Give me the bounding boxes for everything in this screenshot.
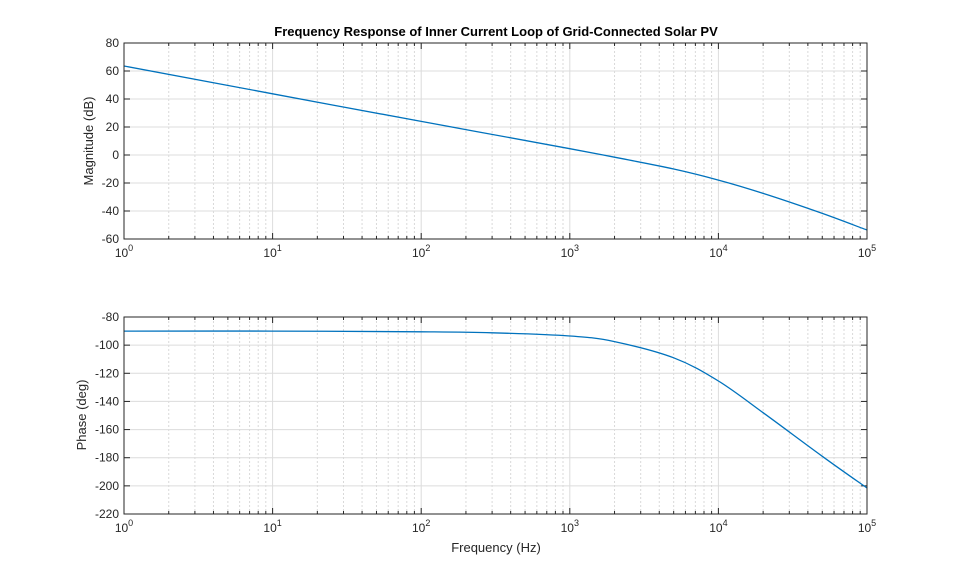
- axes-box: [123, 42, 868, 240]
- y-tick-label: -100: [95, 338, 119, 352]
- y-tick-label: -160: [95, 423, 119, 437]
- x-tick-label: 102: [412, 243, 430, 260]
- x-tick-label: 105: [858, 518, 876, 535]
- y-tick-label: -120: [95, 366, 119, 380]
- y-tick-label: 80: [106, 36, 120, 50]
- y-tick-label: -140: [95, 394, 119, 408]
- x-tick-label: 105: [858, 243, 876, 260]
- magnitude-axes: 100 101 102 103 104 105 -60 -40 -20 0 20 40 60 80: [102, 36, 877, 260]
- x-tick-label: 100: [115, 518, 133, 535]
- y-tick-label: -80: [102, 310, 120, 324]
- x-tick-label: 100: [115, 243, 133, 260]
- x-tick-label: 104: [709, 518, 727, 535]
- y-tick-label: 60: [106, 64, 120, 78]
- y-tick-label: -40: [102, 204, 120, 218]
- axes-box: [123, 316, 868, 515]
- plot-area: [124, 43, 867, 239]
- y-tick-label: 40: [106, 92, 120, 106]
- y-tick-label: -20: [102, 176, 120, 190]
- response-line: [123, 330, 868, 489]
- x-tick-label: 103: [561, 243, 579, 260]
- x-tick-label: 101: [263, 243, 281, 260]
- x-tick-label: 102: [412, 518, 430, 535]
- plot-area: [124, 317, 867, 514]
- phase-axes: 100 101 102 103 104 105 -220 -200 -180 -160 -140 -1…: [95, 310, 876, 535]
- phase-ylabel: Phase (deg): [74, 380, 89, 451]
- chart-title: Frequency Response of Inner Current Loop…: [274, 24, 718, 39]
- x-tick-label: 104: [709, 243, 727, 260]
- x-tick-label: 101: [263, 518, 281, 535]
- response-line: [123, 65, 868, 231]
- y-tick-label: 0: [112, 148, 119, 162]
- magnitude-ylabel: Magnitude (dB): [81, 97, 96, 186]
- phase-xlabel: Frequency (Hz): [451, 540, 541, 555]
- x-tick-label: 103: [561, 518, 579, 535]
- y-tick-label: -220: [95, 507, 119, 521]
- y-tick-label: -180: [95, 451, 119, 465]
- y-tick-label: 20: [106, 120, 120, 134]
- y-tick-label: -60: [102, 232, 120, 246]
- y-tick-label: -200: [95, 479, 119, 493]
